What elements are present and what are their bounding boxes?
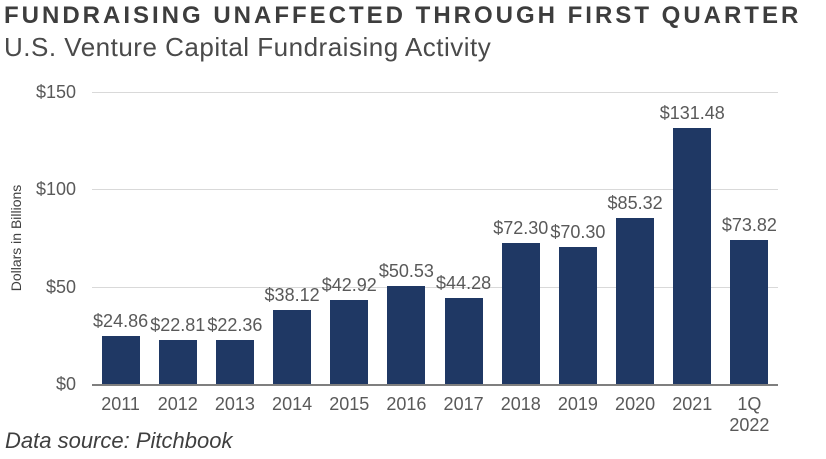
plot-area: $24.86 $22.81 $22.36 $38.12 $42.92 $50.53 $44.… <box>92 92 778 386</box>
bar-2020 <box>616 217 655 384</box>
bar-2018 <box>501 243 540 384</box>
bar-2015 <box>330 300 369 384</box>
y-tick-label: $100 <box>35 179 76 200</box>
chart-subtitle: U.S. Venture Capital Fundraising Activit… <box>4 32 492 62</box>
bar-value-label: $73.82 <box>721 215 777 236</box>
gridline <box>92 92 778 93</box>
bar-value-label: $131.48 <box>659 103 725 124</box>
bar-value-label: $50.53 <box>378 260 434 281</box>
x-tick-label: 2017 <box>443 394 484 414</box>
gridline <box>92 286 778 288</box>
x-tick-label: 2018 <box>500 394 541 414</box>
x-tick-label: 2021 <box>672 394 713 414</box>
bar-value-label: $85.32 <box>607 192 663 213</box>
x-tick-label: 2012 <box>157 394 198 414</box>
bar-value-label: $24.86 <box>93 310 149 331</box>
bar-2011 <box>101 335 140 384</box>
y-tick-label: $50 <box>45 276 76 297</box>
data-source: Data source: Pitchbook <box>5 428 233 453</box>
bar-2017 <box>444 297 483 384</box>
y-tick-label: $0 <box>55 374 76 394</box>
x-tick-label: 2014 <box>272 394 313 414</box>
bar-value-label: $70.30 <box>550 222 606 243</box>
bar-2021 <box>673 128 712 384</box>
x-tick-label: 2013 <box>214 394 255 414</box>
x-tick-label: 2019 <box>557 394 598 414</box>
x-tick-label: 2020 <box>615 394 656 414</box>
x-tick-label: 1Q 2022 <box>729 394 770 435</box>
x-tick-label: 2016 <box>386 394 427 414</box>
bar-2014 <box>273 309 312 384</box>
bar-2016 <box>387 285 426 384</box>
x-tick-label: 2011 <box>101 394 140 414</box>
bar-2012 <box>158 339 197 384</box>
y-tick-label: $150 <box>35 82 76 102</box>
bar-value-label: $22.36 <box>207 315 263 336</box>
bar-value-label: $44.28 <box>436 272 492 293</box>
bar-value-label: $38.12 <box>264 284 320 305</box>
bar-value-label: $42.92 <box>321 275 377 296</box>
chart-title: FUNDRAISING UNAFFECTED THROUGH FIRST QUA… <box>4 2 802 29</box>
bar-2013 <box>215 340 254 384</box>
y-axis-title: Dollars in Billions <box>8 184 24 292</box>
bar-2019 <box>558 247 597 384</box>
bar-value-label: $22.81 <box>150 314 206 335</box>
bar-value-label: $72.30 <box>493 218 549 239</box>
x-tick-label: 2015 <box>329 394 370 414</box>
gridline <box>92 189 778 191</box>
bar-1Q-2022 <box>730 240 769 384</box>
